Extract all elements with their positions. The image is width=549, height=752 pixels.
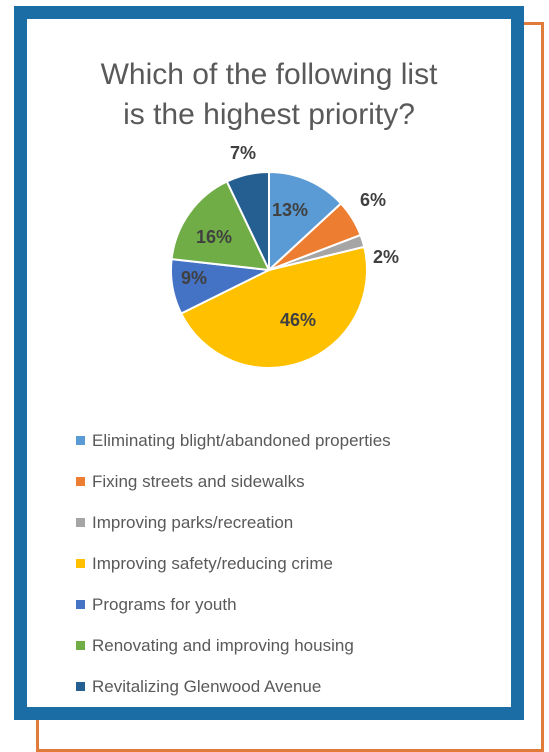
- data-label-3: 2%: [373, 247, 399, 267]
- data-label-4: 46%: [280, 310, 316, 330]
- pie-slice-4: [179, 245, 368, 369]
- chart-title: Which of the following list is the highe…: [27, 55, 511, 135]
- legend-swatch: [76, 641, 85, 650]
- data-label-7: 7%: [230, 143, 256, 163]
- chart-legend: Eliminating blight/abandoned properties F…: [76, 420, 391, 707]
- data-label-6: 16%: [196, 227, 232, 247]
- legend-swatch: [76, 477, 85, 486]
- legend-swatch: [76, 518, 85, 527]
- data-label-5: 9%: [181, 268, 207, 288]
- legend-label: Eliminating blight/abandoned properties: [92, 430, 391, 450]
- pie-slice-7: [225, 170, 270, 271]
- legend-label: Improving parks/recreation: [92, 512, 294, 532]
- legend-item: Improving parks/recreation: [76, 502, 391, 543]
- chart-title-line-1: Which of the following list: [100, 58, 438, 91]
- legend-item: Renovating and improving housing: [76, 625, 391, 666]
- pie-slice-6: [170, 180, 271, 272]
- data-label-2: 6%: [360, 190, 386, 210]
- legend-swatch: [76, 436, 85, 445]
- orange-frame-tick: [36, 712, 39, 752]
- legend-swatch: [76, 600, 85, 609]
- pie-slice-1: [268, 170, 343, 273]
- data-label-1: 13%: [272, 200, 308, 220]
- legend-label: Programs for youth: [92, 594, 237, 614]
- legend-label: Revitalizing Glenwood Avenue: [92, 676, 322, 696]
- legend-item: Programs for youth: [76, 584, 391, 625]
- chart-title-line-2: is the highest priority?: [123, 98, 415, 131]
- legend-swatch: [76, 559, 85, 568]
- legend-item: Improving safety/reducing crime: [76, 543, 391, 584]
- legend-label: Renovating and improving housing: [92, 635, 354, 655]
- legend-item: Fixing streets and sidewalks: [76, 461, 391, 502]
- chart-card: Which of the following list is the highe…: [14, 6, 524, 720]
- legend-swatch: [76, 682, 85, 691]
- legend-item: Revitalizing Glenwood Avenue: [76, 666, 391, 707]
- legend-label: Fixing streets and sidewalks: [92, 471, 305, 491]
- legend-item: Eliminating blight/abandoned properties: [76, 420, 391, 461]
- legend-label: Improving safety/reducing crime: [92, 553, 333, 573]
